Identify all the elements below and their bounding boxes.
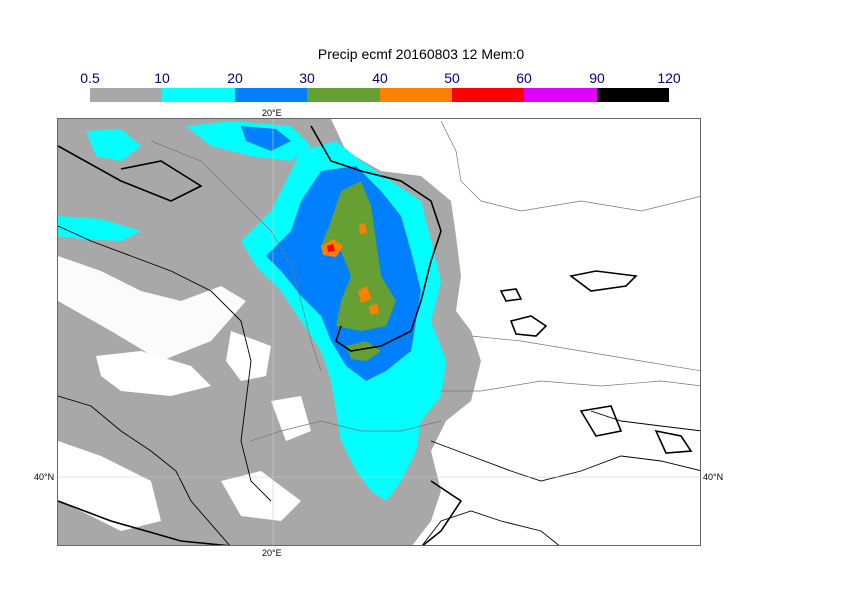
colorbar-tick: 60 — [516, 70, 532, 86]
colorbar-tick: 30 — [299, 70, 315, 86]
colorbar-tick: 10 — [154, 70, 170, 86]
colorbar-ticks: 0.5 10 20 30 40 50 60 90 120 — [80, 70, 680, 86]
precip-20-30-region — [266, 166, 421, 381]
dry-area — [96, 351, 211, 396]
colorbar-segment — [307, 88, 380, 102]
thick-contours — [58, 125, 693, 545]
chart-title: Precip ecmf 20160803 12 Mem:0 — [317, 46, 525, 62]
country-borders — [150, 120, 700, 442]
precip-50-60-region — [327, 244, 335, 252]
lat-label-left: 40°N — [34, 472, 55, 482]
colorbar-segment — [451, 88, 525, 102]
precip-10-20-region — [58, 216, 141, 241]
dry-area — [58, 441, 161, 531]
lon-label-top: 20°E — [262, 108, 282, 118]
map-frame — [57, 118, 701, 546]
precip-40-50-region — [359, 223, 367, 234]
precip-20-30-region — [241, 126, 291, 151]
colorbar-segment — [162, 88, 235, 102]
precip-40-50-region — [358, 286, 371, 303]
precip-30-40-region — [321, 181, 396, 331]
lon-label-bottom: 20°E — [262, 548, 282, 558]
dry-area — [226, 331, 271, 381]
precip-40-50-region — [369, 304, 379, 315]
colorbar-tick: 20 — [227, 70, 243, 86]
colorbar-segment — [234, 88, 308, 102]
colorbar-tick: 90 — [589, 70, 605, 86]
colorbar-tick: 40 — [372, 70, 388, 86]
coastlines — [58, 225, 700, 545]
colorbar-tick: 0.5 — [80, 70, 100, 86]
precip-10-20-region — [86, 129, 141, 161]
colorbar-segment — [90, 88, 163, 102]
colorbar — [90, 88, 669, 102]
colorbar-segment — [596, 88, 669, 102]
colorbar-segment — [524, 88, 597, 102]
lat-label-right: 40°N — [703, 472, 724, 482]
dry-area — [221, 471, 301, 521]
dry-area — [271, 396, 311, 441]
colorbar-segment — [379, 88, 452, 102]
precip-30-40-region — [346, 341, 381, 361]
map-canvas — [58, 119, 700, 545]
colorbar-tick: 50 — [444, 70, 460, 86]
dry-area — [58, 256, 246, 361]
colorbar-tick: 120 — [657, 70, 681, 86]
